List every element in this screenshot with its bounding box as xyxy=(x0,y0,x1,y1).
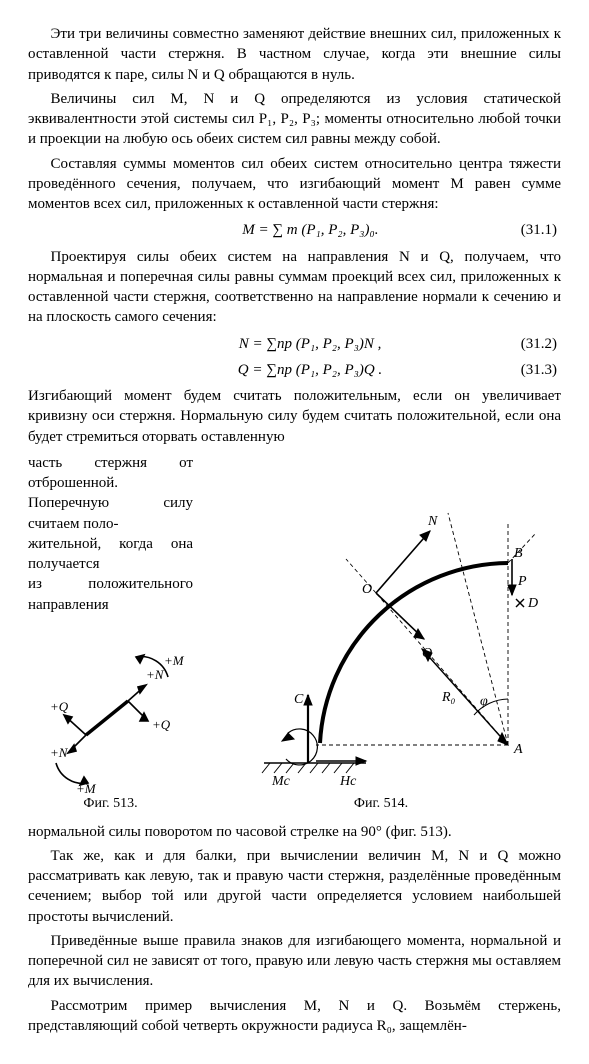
label-R0: R₀ xyxy=(441,690,456,705)
label-plus-M: +M xyxy=(164,653,185,668)
label-N: N xyxy=(427,514,438,529)
figure-row: часть стержня от отброшенной. Поперечную… xyxy=(28,453,561,814)
eq-number: (31.3) xyxy=(382,360,561,380)
label-plus-Q: +Q xyxy=(50,699,69,714)
figure-513: +Q +N +M +N +Q +M xyxy=(28,643,193,793)
equation-31-3: Q = ∑пр (P₁, P₂, P₃)Q . (31.3) xyxy=(28,360,561,380)
para-7: Так же, как и для балки, при вычислении … xyxy=(28,846,561,927)
equation-31-2: N = ∑пр (P₁, P₂, P₃)N , (31.2) xyxy=(28,334,561,354)
wrap-text: часть стержня от отброшенной. Поперечную… xyxy=(28,453,193,814)
eq-number: (31.2) xyxy=(381,334,561,354)
figure-513-caption: Фиг. 513. xyxy=(83,795,137,814)
label-phi: φ xyxy=(480,694,488,709)
label-Q: Q xyxy=(422,646,432,661)
eq-number: (31.1) xyxy=(378,220,561,240)
eq-formula: Q = ∑пр (P₁, P₂, P₃)Q . xyxy=(238,360,382,380)
wrap-line: Поперечную силу считаем поло- xyxy=(28,493,193,534)
wrap-line: из положительного направления xyxy=(28,574,193,615)
label-plus-Q: +Q xyxy=(152,717,171,732)
para-5a: Изгибающий момент будем считать положите… xyxy=(28,386,561,447)
para-1: Эти три величины совместно заменяют дейс… xyxy=(28,24,561,85)
label-plus-N: +N xyxy=(50,745,69,760)
para-4: Проектируя силы обеих систем на направле… xyxy=(28,247,561,328)
para-3: Составляя суммы моментов сил обеих систе… xyxy=(28,154,561,215)
para-2: Величины сил M, N и Q определяются из ус… xyxy=(28,89,561,150)
label-B: B xyxy=(514,546,523,561)
label-Mc: Mc xyxy=(271,774,291,789)
wrap-line: часть стержня от отброшенной. xyxy=(28,453,193,494)
equation-31-1: M = ∑ m (P₁, P₂, P₃)₀. (31.1) xyxy=(28,220,561,240)
para-8: Приведённые выше правила знаков для изги… xyxy=(28,931,561,992)
label-Hc: Hc xyxy=(339,774,357,789)
eq-formula: N = ∑пр (P₁, P₂, P₃)N , xyxy=(239,334,382,354)
para-6: нормальной силы поворотом по часовой стр… xyxy=(28,822,561,842)
label-O: O xyxy=(362,582,372,597)
label-plus-N: +N xyxy=(146,667,165,682)
wrap-line: жительной, когда она получается xyxy=(28,534,193,575)
label-D: D xyxy=(527,596,538,611)
label-plus-M: +M xyxy=(76,781,97,793)
eq-formula: M = ∑ m (P₁, P₂, P₃)₀. xyxy=(242,220,378,240)
label-A: A xyxy=(513,742,523,757)
figure-514-caption: Фиг. 514. xyxy=(354,795,408,814)
figure-514: N B P D O Q C A R₀ φ Mc Hc xyxy=(216,503,546,793)
label-P: P xyxy=(517,574,527,589)
label-C: C xyxy=(294,692,304,707)
para-9: Рассмотрим пример вычисления M, N и Q. В… xyxy=(28,996,561,1037)
